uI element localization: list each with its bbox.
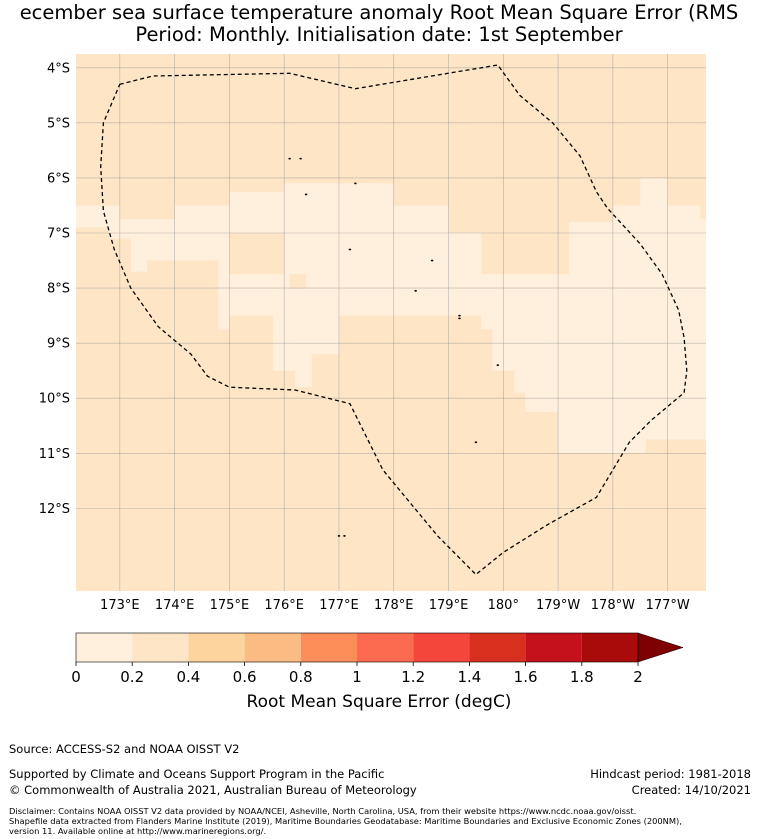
disclaimer: Disclaimer: Contains NOAA OISST V2 data …: [9, 806, 682, 836]
colorbar-segment: [132, 633, 189, 662]
lon-tick-label: 179°W: [536, 598, 580, 613]
lat-tick-label: 7°S: [47, 227, 70, 242]
lat-tick-label: 5°S: [47, 116, 70, 131]
island: [348, 248, 352, 251]
island: [299, 157, 302, 160]
colorbar-segment: [244, 633, 301, 662]
colorbar-extend-arrow: [637, 632, 684, 663]
map-title-line2: Period: Monthly. Initialisation date: 1s…: [135, 23, 623, 46]
lat-tick-label: 8°S: [47, 282, 70, 297]
lon-tick-label: 175°E: [210, 598, 250, 613]
colorbar-tick-label: 1.4: [457, 668, 481, 686]
source-text: Source: ACCESS-S2 and NOAA OISST V2: [9, 742, 240, 756]
copyright-text: © Commonwealth of Australia 2021, Austra…: [9, 783, 417, 797]
colorbar-segment: [76, 633, 133, 662]
disclaimer-line-2: Shapefile data extracted from Flanders M…: [9, 816, 682, 826]
island: [288, 157, 291, 160]
lat-tick-label: 11°S: [39, 447, 70, 462]
island: [458, 314, 461, 317]
colorbar-segment: [300, 633, 357, 662]
colorbar-tick-label: 0.4: [176, 668, 200, 686]
lon-tick-label: 173°E: [100, 598, 140, 613]
colorbar-tick-label: 0.6: [233, 668, 257, 686]
colorbar-tick-label: 1: [352, 668, 362, 686]
colorbar-segment: [188, 633, 245, 662]
higher-error-patch: [289, 274, 307, 289]
disclaimer-line-1: Disclaimer: Contains NOAA OISST V2 data …: [9, 806, 637, 816]
colorbar-segment: [357, 633, 414, 662]
colorbar-segment: [581, 633, 638, 662]
field-layer: [76, 177, 706, 454]
lon-tick-label: 178°W: [591, 598, 635, 613]
support-text: Supported by Climate and Oceans Support …: [9, 767, 385, 781]
higher-error-patch: [481, 233, 569, 275]
colorbar-tick-label: 1.8: [570, 668, 594, 686]
lon-tick-label: 177°E: [319, 598, 359, 613]
island: [354, 182, 357, 185]
colorbar-title: Root Mean Square Error (degC): [246, 692, 512, 712]
lon-tick-label: 174°E: [155, 598, 195, 613]
colorbar-tick-label: 0: [71, 668, 81, 686]
longitude-tick-labels: 173°E 174°E 175°E 176°E 177°E 178°E 179°E 180° 1…: [100, 598, 690, 613]
colorbar-tick-label: 1.6: [514, 668, 538, 686]
island: [458, 317, 461, 320]
lon-tick-label: 178°E: [374, 598, 414, 613]
map-plot-area: [76, 54, 706, 591]
lat-tick-label: 10°S: [39, 392, 70, 407]
colorbar-segment: [413, 633, 470, 662]
lon-tick-label: 179°E: [429, 598, 469, 613]
gridlines: [76, 54, 706, 591]
lon-tick-label: 177°W: [646, 598, 690, 613]
lat-tick-label: 4°S: [47, 61, 70, 76]
island: [474, 441, 478, 444]
map-title-line1: ecember sea surface temperature anomaly …: [19, 1, 739, 24]
colorbar-tick-label: 1.2: [401, 668, 425, 686]
island: [304, 193, 308, 196]
disclaimer-line-3: version 11. Available online at http://w…: [9, 826, 267, 836]
lat-tick-label: 6°S: [47, 171, 70, 186]
created-date-text: Created: 14/10/2021: [631, 783, 751, 797]
colorbar-tick-label: 0.8: [289, 668, 313, 686]
colorbar-tick-label: 0.2: [120, 668, 144, 686]
latitude-tick-labels: 4°S 5°S 6°S 7°S 8°S 9°S 10°S 11°S 12°S: [39, 61, 70, 517]
island: [430, 259, 434, 262]
island: [343, 535, 346, 537]
lat-tick-label: 12°S: [39, 502, 70, 517]
hindcast-period-text: Hindcast period: 1981-2018: [590, 767, 751, 781]
island: [496, 364, 500, 367]
higher-error-patch: [229, 233, 285, 275]
eez-boundary-line: [100, 64, 688, 576]
colorbar-segment: [469, 633, 526, 662]
colorbar: 0 0.2 0.4 0.6 0.8 1 1.2 1.4 1.6 1.8 2: [71, 632, 684, 686]
lon-tick-label: 180°: [488, 598, 519, 613]
colorbar-segment: [525, 633, 582, 662]
lat-tick-label: 9°S: [47, 337, 70, 352]
lon-tick-label: 176°E: [264, 598, 304, 613]
island: [414, 289, 417, 292]
island: [337, 535, 341, 537]
colorbar-tick-label: 2: [633, 668, 643, 686]
